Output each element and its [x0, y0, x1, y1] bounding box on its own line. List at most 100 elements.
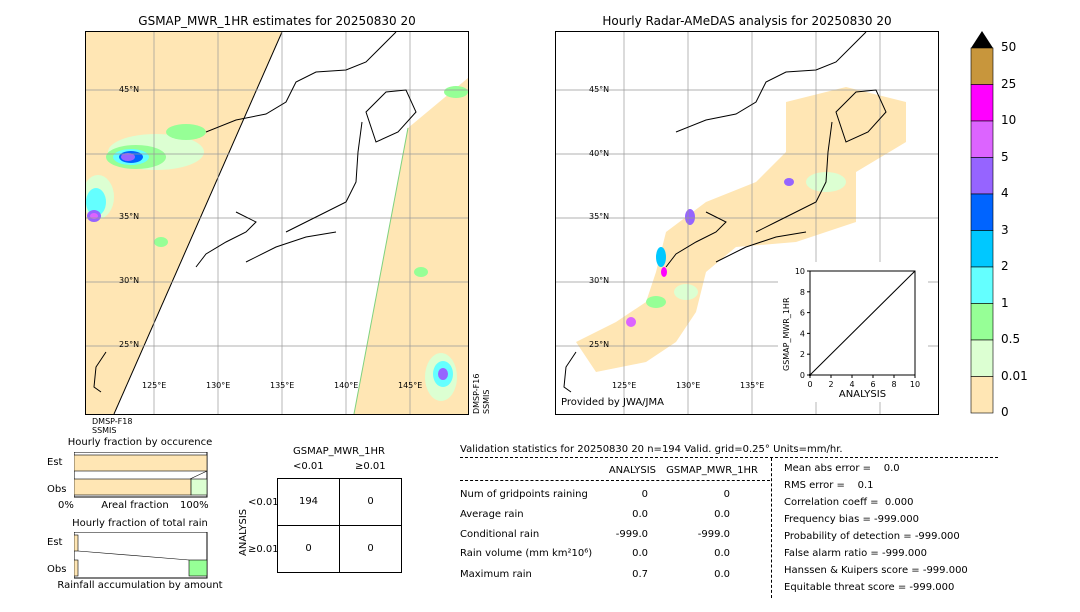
right-lon-label-130: 130°E	[676, 381, 701, 390]
total-rain-footer: Rainfall accumulation by amount	[57, 580, 223, 591]
total-rain-title: Hourly fraction of total rain	[72, 518, 208, 529]
colorbar-label: 3	[1001, 222, 1009, 237]
colorbar-label: 5	[1001, 149, 1009, 164]
colorbar-label: 0.5	[1001, 332, 1021, 346]
left-rain-west	[86, 124, 206, 247]
total-rain-svg	[74, 532, 208, 579]
colorbar-cell	[970, 47, 994, 85]
colorbar-cell	[970, 266, 994, 304]
colorbar-label: 10	[1001, 113, 1017, 127]
left-swath-edge-east	[353, 127, 409, 414]
scatter-inset-svg: 00 2 2 4 4 6 6 8 8 10 10	[795, 267, 920, 389]
scatter-diagonal	[809, 270, 916, 376]
left-map-grid	[86, 32, 468, 414]
validation-row-label: Conditional rain	[460, 529, 540, 540]
validation-row-gsmap: 0.0	[714, 548, 730, 559]
contingency-cell: 0	[367, 543, 374, 554]
right-lat-label-40: 40°N	[589, 149, 610, 158]
left-swath-edge	[113, 32, 283, 414]
validation-row-label: Num of gridpoints raining	[460, 489, 588, 500]
validation-row-gsmap: 0.0	[714, 569, 730, 580]
occurrence-axis-right: 100%	[180, 500, 209, 511]
colorbar-label: 0.01	[1001, 368, 1028, 383]
validation-row-gsmap: -999.0	[697, 529, 730, 540]
contingency-col-header-2: ≥0.01	[355, 461, 386, 472]
right-lat-label-45: 45°N	[589, 85, 610, 94]
scatter-ylabel: GSMAP_MWR_1HR	[782, 297, 791, 371]
scatter-xtick-label: 8	[891, 380, 896, 389]
occurrence-svg	[74, 452, 208, 498]
contingency-cell: 0	[367, 496, 374, 507]
left-lat-label-25: 25°N	[119, 340, 140, 349]
occurrence-obs-label: Obs	[47, 484, 67, 495]
colorbar-cell	[970, 376, 994, 414]
scatter-xtick-label: 2	[828, 380, 833, 389]
scatter-ytick-label: 10	[795, 267, 805, 276]
total-rain-obs-label: Obs	[47, 564, 67, 575]
colorbar-cells	[970, 47, 994, 414]
colorbar-cell	[970, 157, 994, 195]
colorbar-label: 1	[1001, 295, 1009, 310]
left-lat-label-45: 45°N	[119, 85, 140, 94]
occurrence-bar	[74, 478, 192, 496]
left-lon-label-130: 130°E	[206, 381, 231, 390]
right-lon-label-125: 125°E	[612, 381, 637, 390]
validation-row-analysis: 0	[641, 489, 648, 500]
left-rain-east	[414, 86, 468, 401]
validation-score: Equitable threat score = -999.000	[784, 582, 955, 593]
occurrence-frame	[74, 452, 208, 498]
right-lat-label-30: 30°N	[589, 276, 610, 285]
colorbar-label: 4	[1001, 186, 1009, 200]
total-rain-frame	[74, 532, 208, 579]
left-map-panel	[85, 31, 469, 415]
validation-score: Probability of detection = -999.000	[784, 531, 960, 542]
left-lon-label-140: 140°E	[334, 381, 359, 390]
right-sat-label-2: SSMIS	[482, 389, 491, 415]
total-rain-bars	[74, 534, 208, 577]
colorbar-label: 0	[1001, 405, 1009, 419]
right-map-panel	[555, 31, 939, 415]
contingency-row-header-2: ≥0.01	[248, 544, 279, 555]
validation-row-gsmap: 0.0	[714, 509, 730, 520]
right-coastline	[563, 32, 887, 393]
colorbar-cell	[970, 84, 994, 122]
left-swath-east	[354, 78, 468, 414]
occurrence-connector	[189, 470, 208, 480]
left-lon-label-135: 135°E	[270, 381, 295, 390]
occurrence-bar	[190, 478, 208, 496]
scatter-xtick-label: 0	[807, 380, 812, 389]
scatter-xtick-label: 4	[849, 380, 854, 389]
contingency-title: GSMAP_MWR_1HR	[293, 446, 385, 457]
validation-row-analysis: 0.7	[632, 569, 648, 580]
occurrence-est-label: Est	[47, 457, 63, 468]
left-map-title: GSMAP_MWR_1HR estimates for 20250830 20	[138, 14, 416, 28]
colorbar-cell	[970, 303, 994, 341]
right-sat-label-1: DMSP-F16	[472, 373, 481, 414]
occurrence-title: Hourly fraction by occurence	[67, 437, 213, 448]
scatter-ytick-label: 6	[800, 309, 805, 318]
left-coastline	[93, 32, 417, 393]
left-lat-label-35: 35°N	[119, 212, 140, 221]
right-lon-label-135: 135°E	[740, 381, 765, 390]
total-rain-obs-stub	[74, 559, 79, 577]
colorbar-label: 25	[1001, 76, 1017, 91]
total-rain-est-label: Est	[47, 537, 63, 548]
validation-row-analysis: 0.0	[632, 548, 648, 559]
validation-divider-vertical	[771, 458, 772, 598]
contingency-cell: 0	[305, 543, 312, 554]
left-lon-label-125: 125°E	[142, 381, 167, 390]
left-sat-label-2: SSMIS	[92, 426, 117, 435]
colorbar-label: 2	[1001, 259, 1009, 273]
validation-row-gsmap: 0	[723, 489, 730, 500]
contingency-row-header-1: <0.01	[248, 497, 279, 508]
occurrence-axis-left: 0%	[58, 500, 74, 511]
scatter-xlabel: ANALYSIS	[838, 389, 887, 400]
validation-row-label: Maximum rain	[460, 569, 532, 580]
colorbar-label: 50	[1001, 40, 1017, 54]
total-rain-est-stub	[74, 534, 79, 552]
validation-divider-mid	[460, 480, 770, 481]
right-lat-label-25: 25°N	[589, 340, 610, 349]
left-lon-label-145: 145°E	[398, 381, 423, 390]
validation-divider-top	[460, 457, 998, 458]
validation-header: Validation statistics for 20250830 20 n=…	[460, 444, 843, 455]
